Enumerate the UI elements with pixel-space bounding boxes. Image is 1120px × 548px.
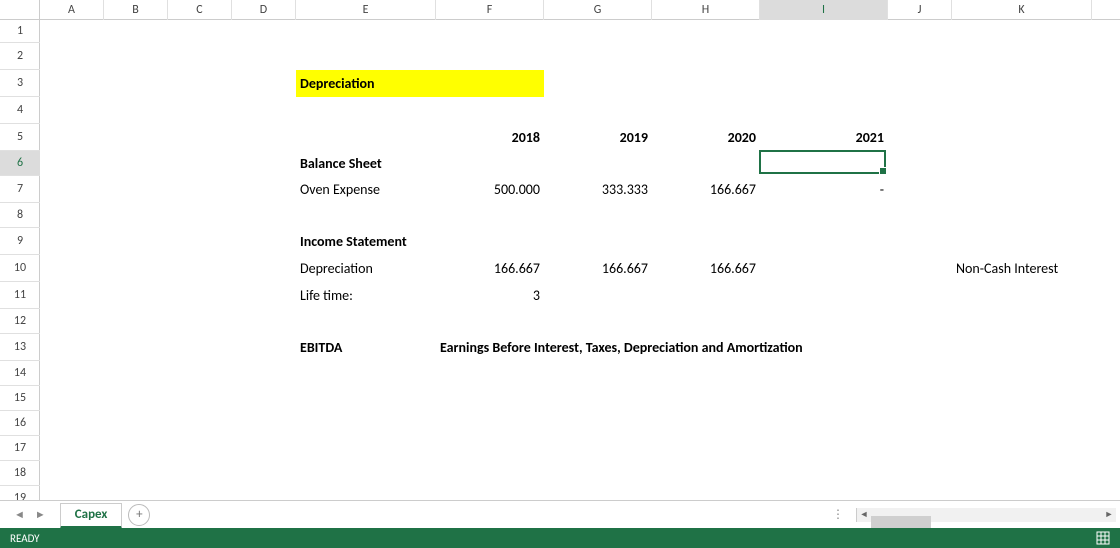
status-bar: READY — [0, 528, 1120, 548]
row-header-1[interactable]: 1 — [0, 20, 40, 43]
tab-nav-prev-icon[interactable]: ◄ — [14, 508, 25, 521]
cell-G10[interactable]: 166.667 — [544, 255, 652, 282]
row-header-14[interactable]: 14 — [0, 361, 40, 386]
column-header-J[interactable]: J — [888, 0, 952, 20]
scroll-thumb[interactable] — [871, 516, 931, 528]
column-header-A[interactable]: A — [40, 0, 104, 20]
cell-F7[interactable]: 500.000 — [436, 176, 544, 203]
tab-nav-buttons[interactable]: ◄ ► — [0, 508, 60, 521]
sheet-tab-label: Capex — [75, 507, 108, 522]
row-header-19[interactable]: 19 — [0, 486, 40, 500]
cell-K10[interactable]: Non-Cash Interest — [952, 255, 1092, 282]
cell-I5[interactable]: 2021 — [760, 124, 888, 151]
cell-G5[interactable]: 2019 — [544, 124, 652, 151]
row-header-18[interactable]: 18 — [0, 461, 40, 486]
cell-E11[interactable]: Life time: — [296, 282, 436, 309]
row-header-17[interactable]: 17 — [0, 436, 40, 461]
cell-E7[interactable]: Oven Expense — [296, 176, 436, 203]
scroll-left-icon[interactable]: ◄ — [857, 508, 871, 522]
cell-H10[interactable]: 166.667 — [652, 255, 760, 282]
column-header-E[interactable]: E — [296, 0, 436, 20]
column-header-H[interactable]: H — [652, 0, 760, 20]
cell-I7[interactable]: - — [760, 176, 888, 203]
row-header-7[interactable]: 7 — [0, 176, 40, 203]
tab-options-icon[interactable]: ⋮ — [822, 507, 856, 522]
row-headers: 12345678910111213141516171819 — [0, 20, 40, 500]
horizontal-scrollbar[interactable]: ◄ ► — [856, 508, 1116, 522]
row-header-9[interactable]: 9 — [0, 228, 40, 255]
column-header-G[interactable]: G — [544, 0, 652, 20]
cell-F11[interactable]: 3 — [436, 282, 544, 309]
cell-F5[interactable]: 2018 — [436, 124, 544, 151]
sheet-tab-active[interactable]: Capex — [60, 503, 123, 529]
column-header-F[interactable]: F — [436, 0, 544, 20]
cell-G7[interactable]: 333.333 — [544, 176, 652, 203]
column-header-K[interactable]: K — [952, 0, 1092, 20]
row-header-10[interactable]: 10 — [0, 255, 40, 282]
cell-grid[interactable]: Depreciation 2018201920202021 Balance Shee… — [40, 20, 1120, 500]
cell-E10[interactable]: Depreciation — [296, 255, 436, 282]
cell-E3[interactable]: Depreciation — [296, 70, 544, 97]
tab-nav-next-icon[interactable]: ► — [35, 508, 46, 521]
active-cell-selection — [759, 150, 886, 174]
row-header-4[interactable]: 4 — [0, 97, 40, 124]
worksheet-area: ABCDEFGHIJKL 123456789101112131415161718… — [0, 0, 1120, 500]
column-header-D[interactable]: D — [232, 0, 296, 20]
row-header-2[interactable]: 2 — [0, 43, 40, 70]
row-header-3[interactable]: 3 — [0, 70, 40, 97]
add-sheet-button[interactable]: + — [128, 504, 150, 526]
row-header-8[interactable]: 8 — [0, 203, 40, 228]
row-header-11[interactable]: 11 — [0, 282, 40, 309]
cell-E13[interactable]: EBITDA — [296, 334, 436, 361]
row-header-15[interactable]: 15 — [0, 386, 40, 411]
plus-icon: + — [136, 507, 142, 522]
cell-F13[interactable]: Earnings Before Interest, Taxes, Depreci… — [436, 334, 544, 361]
cell-F10[interactable]: 166.667 — [436, 255, 544, 282]
row-header-16[interactable]: 16 — [0, 411, 40, 436]
view-grid-icon[interactable] — [1096, 531, 1110, 545]
row-header-12[interactable]: 12 — [0, 309, 40, 334]
column-header-B[interactable]: B — [104, 0, 168, 20]
row-header-6[interactable]: 6 — [0, 151, 40, 176]
column-header-I[interactable]: I — [760, 0, 888, 20]
column-header-L[interactable]: L — [1092, 0, 1120, 20]
sheet-tab-strip: ◄ ► Capex + ⋮ ◄ ► — [0, 500, 1120, 528]
column-header-C[interactable]: C — [168, 0, 232, 20]
row-header-5[interactable]: 5 — [0, 124, 40, 151]
row-header-13[interactable]: 13 — [0, 334, 40, 361]
cell-E6[interactable]: Balance Sheet — [296, 151, 436, 176]
column-headers: ABCDEFGHIJKL — [40, 0, 1120, 20]
scroll-right-icon[interactable]: ► — [1102, 508, 1116, 522]
cell-E9[interactable]: Income Statement — [296, 228, 436, 255]
select-all-corner[interactable] — [0, 0, 40, 20]
status-text: READY — [10, 532, 40, 545]
cell-H7[interactable]: 166.667 — [652, 176, 760, 203]
cell-H5[interactable]: 2020 — [652, 124, 760, 151]
